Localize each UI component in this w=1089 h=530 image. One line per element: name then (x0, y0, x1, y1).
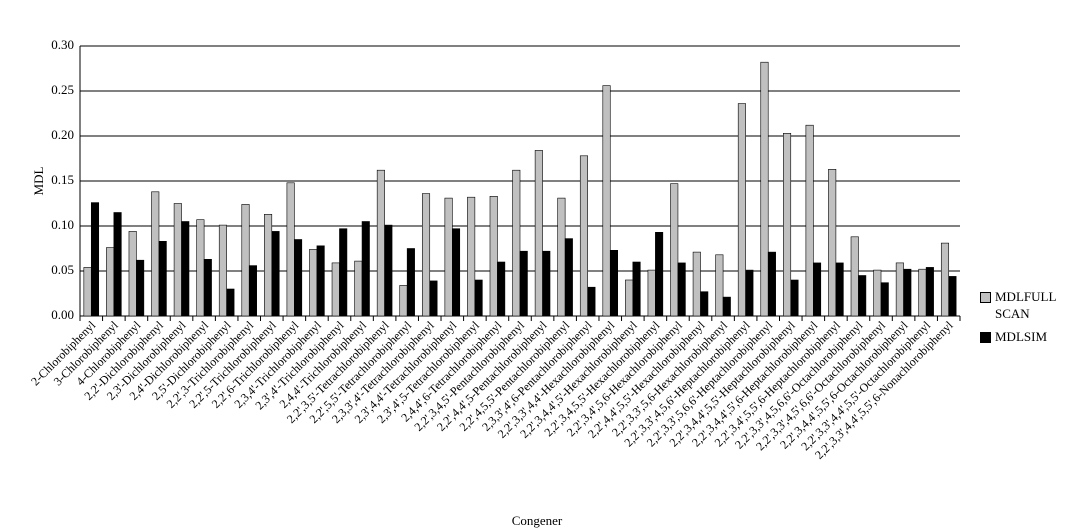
legend-label: MDLFULL SCAN (995, 289, 1056, 321)
bar (203, 258, 212, 317)
bar (715, 254, 724, 317)
bar (489, 196, 498, 317)
bar (467, 196, 476, 317)
bar (873, 269, 882, 317)
bar (376, 169, 385, 317)
bar (760, 61, 769, 317)
bar (444, 197, 453, 317)
bar (421, 193, 431, 317)
bar (361, 221, 370, 317)
bar (406, 248, 415, 317)
bar (512, 169, 521, 317)
y-axis-title: MDL (31, 166, 46, 195)
bar (813, 262, 822, 317)
bar (339, 228, 348, 317)
bar (316, 245, 325, 317)
y-tick-label: 0.00 (51, 307, 74, 322)
bar (151, 191, 160, 317)
y-tick-label: 0.30 (51, 37, 74, 52)
bar (128, 231, 137, 317)
y-tick-label: 0.15 (51, 172, 74, 187)
bar (835, 262, 844, 317)
bar (534, 150, 543, 317)
bar (158, 241, 167, 317)
bar (700, 291, 709, 317)
bar (903, 268, 912, 317)
bar (647, 269, 656, 317)
legend-label: MDLSIM (995, 329, 1048, 344)
bar (196, 219, 205, 317)
bar (519, 250, 528, 317)
bar (248, 265, 257, 317)
bar (241, 204, 250, 317)
bar (564, 238, 573, 317)
y-tick-label: 0.10 (51, 217, 74, 232)
bar (264, 214, 273, 317)
bar (625, 279, 634, 317)
bar (805, 124, 814, 317)
bar (918, 268, 927, 317)
bar (399, 285, 408, 317)
bar (587, 286, 596, 317)
bar (542, 250, 551, 317)
bar (557, 197, 566, 317)
bar (895, 262, 904, 317)
bar (850, 236, 859, 317)
bar (767, 251, 776, 317)
bar (609, 250, 619, 317)
bar (858, 275, 867, 317)
bar (136, 259, 145, 317)
bar (173, 203, 182, 317)
bar (286, 182, 295, 317)
bar (497, 261, 506, 317)
bar (632, 261, 641, 317)
y-tick-label: 0.25 (51, 82, 74, 97)
x-axis-title: Congener (512, 513, 563, 528)
bar (83, 267, 92, 317)
bar (181, 221, 190, 317)
bar (722, 296, 731, 317)
bar (948, 276, 957, 317)
bar (880, 282, 889, 317)
bar (828, 169, 837, 317)
bar (670, 183, 679, 317)
bar (354, 260, 363, 317)
bar (925, 267, 934, 317)
bar (106, 247, 115, 317)
bar (452, 228, 461, 317)
bar (783, 133, 792, 317)
legend-swatch (980, 332, 991, 343)
bar (294, 239, 303, 317)
y-tick-label: 0.20 (51, 127, 74, 142)
bar (384, 224, 393, 317)
bar (429, 280, 438, 317)
bar (602, 85, 611, 317)
bar (692, 251, 701, 317)
bar (790, 279, 799, 317)
bar (331, 262, 340, 317)
bar (737, 103, 746, 317)
bar (579, 155, 588, 317)
bar (474, 279, 483, 317)
bar (940, 242, 950, 317)
bar (745, 269, 754, 317)
legend-item: MDLFULL SCAN (980, 288, 1085, 322)
bar (218, 224, 227, 317)
bar (90, 202, 100, 317)
bar (226, 288, 235, 317)
bar (309, 249, 318, 317)
bar (677, 262, 686, 317)
bar (655, 232, 664, 317)
bar (271, 231, 280, 317)
bar (113, 212, 122, 317)
y-tick-label: 0.05 (51, 262, 74, 277)
legend-item: MDLSIM (980, 328, 1085, 345)
legend-swatch (980, 292, 991, 303)
